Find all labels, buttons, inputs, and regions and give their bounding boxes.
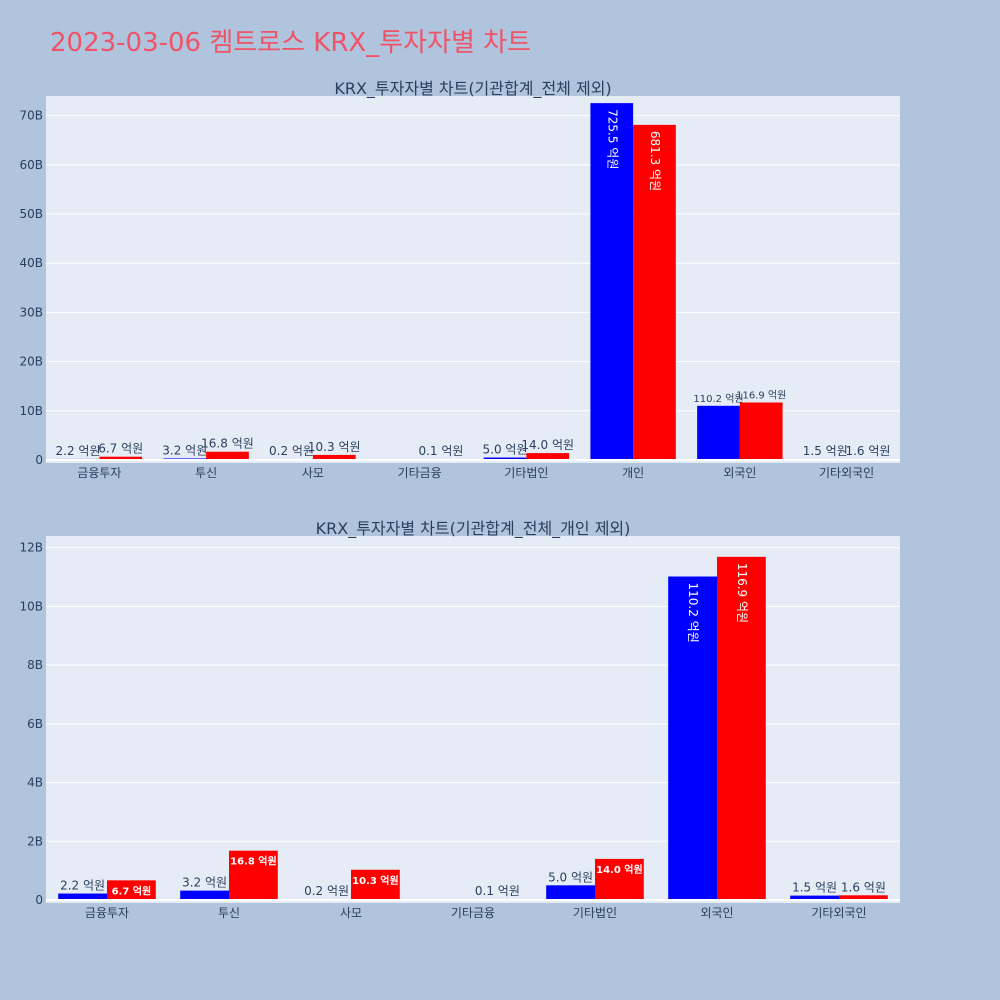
plot-area bbox=[46, 536, 900, 903]
data-label: 16.8 억원 bbox=[230, 855, 277, 868]
data-label: 1.5 억원 bbox=[803, 444, 848, 458]
data-label: 3.2 억원 bbox=[182, 876, 227, 890]
bar bbox=[58, 893, 107, 900]
x-tick-label: 외국인 bbox=[723, 466, 756, 480]
y-tick-label: 6B bbox=[27, 717, 43, 731]
bar bbox=[483, 457, 527, 460]
x-tick-label: 금융투자 bbox=[77, 466, 121, 480]
y-tick-label: 0 bbox=[35, 893, 43, 907]
data-label: 110.2 억원 bbox=[686, 583, 700, 643]
chart-title: KRX_투자자별 차트(기관합계_전체 제외) bbox=[334, 79, 611, 99]
data-label: 2.2 억원 bbox=[56, 444, 101, 458]
bar bbox=[839, 895, 888, 900]
data-label: 681.3 억원 bbox=[648, 131, 662, 191]
data-label: 1.6 억원 bbox=[841, 880, 886, 894]
data-label: 0.1 억원 bbox=[475, 884, 520, 898]
data-label: 110.2 억원 bbox=[693, 393, 743, 405]
y-tick-label: 30B bbox=[19, 305, 43, 319]
bar bbox=[526, 453, 570, 460]
chart-title: KRX_투자자별 차트(기관합계_전체_개인 제외) bbox=[316, 519, 631, 539]
x-tick-label: 금융투자 bbox=[85, 906, 129, 920]
data-label: 6.7 억원 bbox=[98, 442, 143, 456]
x-tick-label: 개인 bbox=[622, 466, 644, 480]
data-label: 116.9 억원 bbox=[736, 389, 786, 401]
data-label: 3.2 억원 bbox=[162, 443, 207, 457]
bar bbox=[697, 405, 740, 460]
data-label: 14.0 억원 bbox=[596, 863, 643, 876]
data-label: 5.0 억원 bbox=[483, 443, 528, 457]
y-tick-label: 50B bbox=[19, 207, 43, 221]
data-label: 1.6 억원 bbox=[845, 444, 890, 458]
data-label: 2.2 억원 bbox=[60, 879, 105, 893]
bar bbox=[180, 890, 229, 900]
bar bbox=[668, 576, 717, 900]
bar bbox=[739, 402, 783, 460]
bar bbox=[633, 124, 676, 460]
x-tick-label: 기타외국인 bbox=[819, 466, 874, 480]
x-tick-label: 투신 bbox=[218, 906, 240, 920]
data-label: 1.5 억원 bbox=[792, 881, 837, 895]
bar bbox=[546, 885, 595, 900]
bar bbox=[351, 869, 400, 900]
data-label: 116.9 억원 bbox=[735, 563, 749, 623]
bar bbox=[312, 454, 356, 460]
data-label: 0.1 억원 bbox=[418, 444, 463, 458]
x-tick-label: 기타금융 bbox=[398, 466, 442, 480]
y-tick-label: 10B bbox=[19, 404, 43, 418]
bars bbox=[56, 103, 890, 460]
x-tick-label: 기타외국인 bbox=[811, 906, 866, 920]
data-label: 14.0 억원 bbox=[521, 438, 574, 452]
y-tick-label: 40B bbox=[19, 256, 43, 270]
page-title: 2023-03-06 켐트로스 KRX_투자자별 차트 bbox=[50, 28, 532, 58]
data-label: 10.3 억원 bbox=[308, 440, 361, 454]
data-label: 5.0 억원 bbox=[548, 870, 593, 884]
bars bbox=[58, 556, 888, 900]
y-tick-label: 4B bbox=[27, 776, 43, 790]
data-label: 725.5 억원 bbox=[605, 109, 619, 169]
x-tick-label: 사모 bbox=[302, 466, 324, 480]
x-tick-label: 기타금융 bbox=[451, 906, 495, 920]
bar bbox=[107, 880, 156, 900]
y-tick-label: 70B bbox=[19, 109, 43, 123]
bar bbox=[206, 451, 249, 460]
chart-panel-1: 0 10B 20B 30B 40B 50B 60B 70B KRX_투자자별 차트(기관합계_전… bbox=[19, 79, 900, 480]
plot-area bbox=[46, 96, 900, 463]
chart-panel-2: 0 2B 4B 6B 8B 10B 12B KRX_투자자별 차트(기관합계_전체_개인 제외… bbox=[19, 519, 900, 920]
x-tick-label: 사모 bbox=[340, 906, 362, 920]
y-tick-label: 10B bbox=[19, 599, 43, 613]
bar bbox=[590, 103, 634, 460]
bar bbox=[790, 895, 839, 900]
x-tick-label: 외국인 bbox=[700, 906, 733, 920]
y-tick-label: 60B bbox=[19, 158, 43, 172]
data-label: 0.2 억원 bbox=[269, 444, 314, 458]
data-label: 0.2 억원 bbox=[304, 884, 349, 898]
data-label: 10.3 억원 bbox=[352, 874, 399, 887]
bar bbox=[229, 850, 278, 900]
y-tick-label: 12B bbox=[19, 541, 43, 555]
y-tick-label: 20B bbox=[19, 355, 43, 369]
data-label: 6.7 억원 bbox=[112, 884, 152, 897]
bar bbox=[717, 556, 766, 900]
bar bbox=[595, 858, 644, 900]
bar bbox=[99, 456, 143, 460]
x-tick-label: 투신 bbox=[195, 466, 217, 480]
data-label: 16.8 억원 bbox=[201, 437, 254, 451]
y-tick-label: 8B bbox=[27, 658, 43, 672]
x-tick-label: 기타법인 bbox=[504, 466, 548, 480]
y-tick-label: 2B bbox=[27, 834, 43, 848]
x-tick-label: 기타법인 bbox=[573, 906, 617, 920]
y-tick-label: 0 bbox=[35, 453, 43, 467]
